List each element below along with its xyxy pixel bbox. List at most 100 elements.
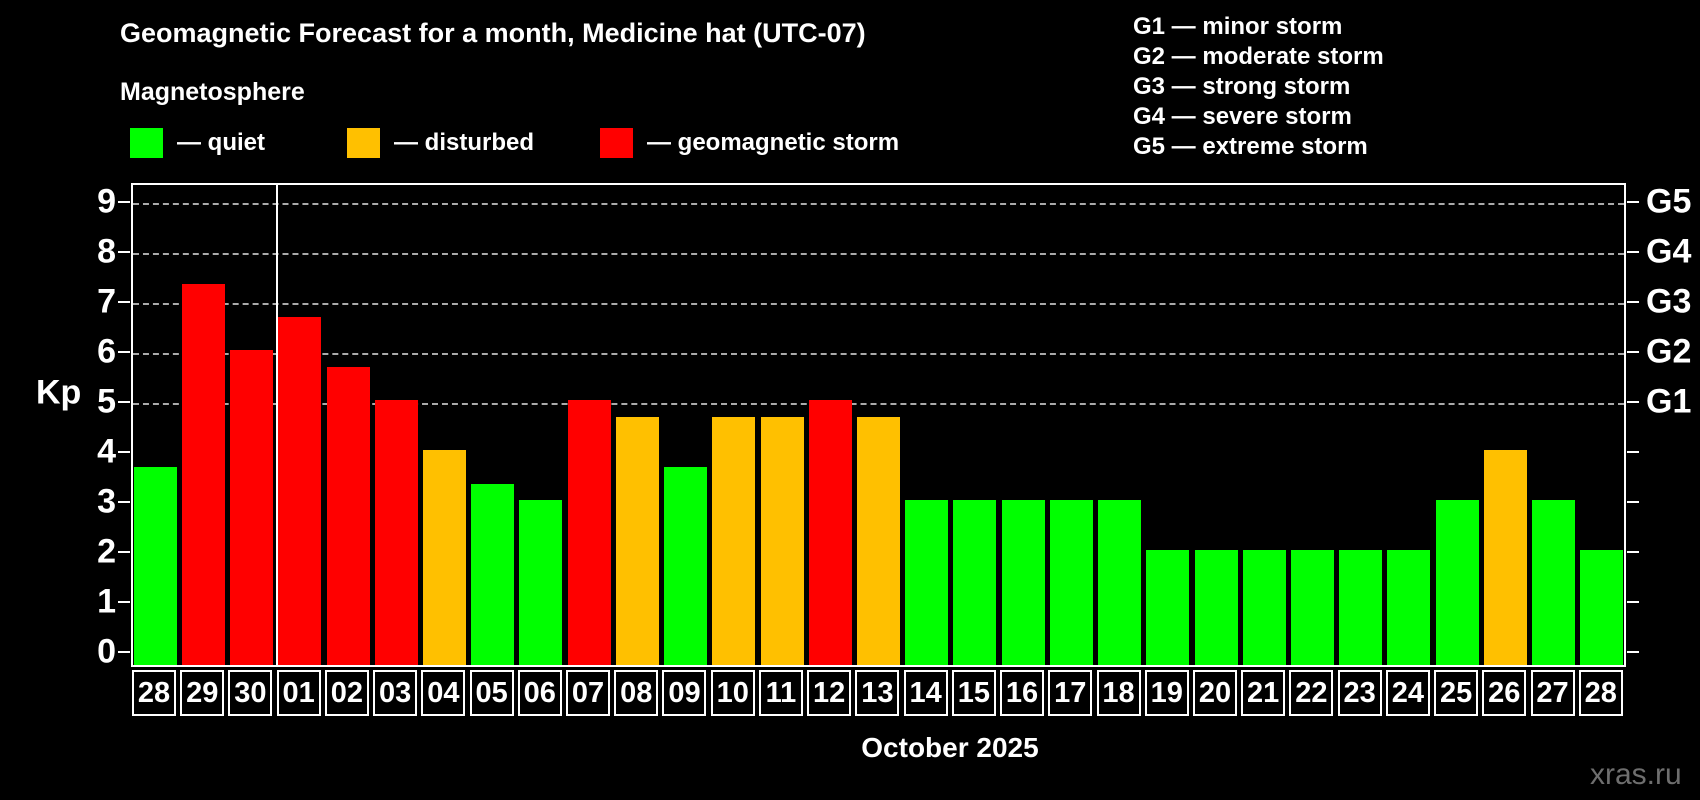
date-label-box-4: 02 [324,670,369,716]
kp-bar-21 [1242,550,1286,665]
chart-subtitle: Magnetosphere [120,78,305,106]
kp-bar-28 [133,466,177,665]
date-label-box-25: 23 [1337,670,1382,716]
kp-bar-09 [664,466,708,665]
kp-bar-04 [422,450,466,665]
y-axis-tick-right [1627,301,1639,303]
kp-bar-08 [615,416,659,665]
kp-bar-03 [374,400,418,665]
month-boundary-line [275,185,278,665]
date-label-box-8: 06 [517,670,562,716]
g-axis-label-g4: G4 [1646,232,1692,271]
kp-bar-11 [760,416,804,665]
y-axis-label-9: 9 [97,182,116,221]
kp-bar-15 [953,500,997,665]
storm-color-swatch-icon [600,128,633,158]
kp-bar-17 [1049,500,1093,665]
y-axis-tick-left [118,401,130,403]
kp-axis-title: Kp [36,373,82,412]
date-label-box-5: 03 [373,670,418,716]
y-axis-tick-right [1627,401,1639,403]
y-axis-tick-left [118,201,130,203]
date-label-box-21: 19 [1144,670,1189,716]
g-scale-legend-line-g5: G5 — extreme storm [1133,133,1368,160]
watermark: xras.ru [1590,758,1682,791]
date-label-box-3: 01 [276,670,321,716]
y-axis-tick-right [1627,601,1639,603]
legend-item-quiet: — quiet [130,126,265,160]
date-label-box-27: 25 [1434,670,1479,716]
kp-bar-16 [1001,500,1045,665]
date-axis-row: 28 29 30 01 02 03 04 05 06 07 08 09 10 11 12 13 14 15 16 17… [131,670,1626,716]
kp-bar-06 [519,500,563,665]
y-axis-tick-left [118,651,130,653]
kp-bar-27 [1532,500,1576,665]
kp-bar-22 [1291,550,1335,665]
kp-bar-29 [181,283,225,665]
date-label-box-6: 04 [421,670,466,716]
gridline-g3 [133,303,1624,305]
g-axis-label-g2: G2 [1646,332,1692,371]
date-label-box-0: 28 [132,670,176,716]
date-label-box-15: 13 [855,670,900,716]
date-label-box-29: 27 [1530,670,1575,716]
date-label-box-26: 24 [1385,670,1430,716]
date-label-box-28: 26 [1482,670,1527,716]
y-axis-label-4: 4 [97,432,116,471]
date-label-box-10: 08 [614,670,659,716]
y-axis-tick-left [118,601,130,603]
y-axis-label-3: 3 [97,482,116,521]
quiet-color-swatch-icon [130,128,163,158]
date-label-box-12: 10 [710,670,755,716]
y-axis-tick-left [118,351,130,353]
y-axis-label-0: 0 [97,632,116,671]
kp-bar-30 [230,350,274,665]
legend-label-disturbed: — disturbed [394,129,535,156]
date-label-box-23: 21 [1241,670,1286,716]
kp-bar-23 [1339,550,1383,665]
gridline-g5 [133,203,1624,205]
kp-bar-01 [278,316,322,665]
y-axis-tick-right [1627,501,1639,503]
kp-bar-07 [567,400,611,665]
y-axis-tick-left [118,501,130,503]
y-axis-label-6: 6 [97,332,116,371]
kp-bar-10 [712,416,756,665]
y-axis-label-5: 5 [97,382,116,421]
y-axis-tick-left [118,301,130,303]
y-axis-tick-right [1627,251,1639,253]
y-axis-tick-right [1627,351,1639,353]
y-axis-tick-right [1627,451,1639,453]
kp-bar-28 [1580,550,1624,665]
date-label-box-2: 30 [228,670,273,716]
month-label: October 2025 [861,732,1039,763]
kp-bar-25 [1435,500,1479,665]
date-label-box-19: 17 [1048,670,1093,716]
kp-bar-12 [808,400,852,665]
chart-title: Geomagnetic Forecast for a month, Medici… [120,18,866,48]
y-axis-tick-left [118,451,130,453]
gridline-g1 [133,403,1624,405]
date-label-box-18: 16 [1000,670,1045,716]
legend-item-storm: — geomagnetic storm [600,126,899,160]
y-axis-tick-right [1627,201,1639,203]
kp-bar-26 [1483,450,1527,665]
y-axis-label-1: 1 [97,582,116,621]
gridline-g4 [133,253,1624,255]
legend-label-quiet: — quiet [177,129,265,156]
g-scale-legend-line-g2: G2 — moderate storm [1133,43,1384,70]
date-label-box-14: 12 [807,670,852,716]
kp-bar-24 [1387,550,1431,665]
plot-area [131,183,1626,667]
kp-bar-18 [1098,500,1142,665]
date-label-box-24: 22 [1289,670,1334,716]
g-axis-label-g5: G5 [1646,182,1692,221]
g-axis-label-g3: G3 [1646,282,1692,321]
date-label-box-17: 15 [951,670,996,716]
disturbed-color-swatch-icon [347,128,380,158]
date-label-box-22: 20 [1192,670,1237,716]
y-axis-tick-right [1627,651,1639,653]
date-label-box-7: 05 [469,670,514,716]
kp-bar-13 [857,416,900,665]
